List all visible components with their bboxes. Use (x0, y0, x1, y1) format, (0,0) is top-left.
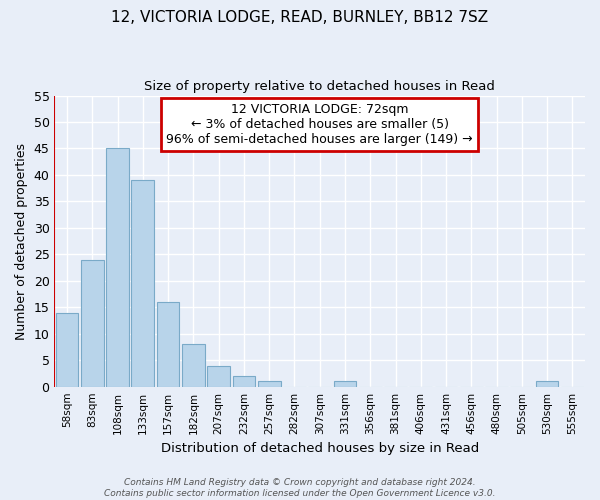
Text: 12, VICTORIA LODGE, READ, BURNLEY, BB12 7SZ: 12, VICTORIA LODGE, READ, BURNLEY, BB12 … (112, 10, 488, 25)
Bar (536, 382, 559, 386)
Title: Size of property relative to detached houses in Read: Size of property relative to detached ho… (144, 80, 495, 93)
Bar (233, 376, 255, 386)
Bar (207, 366, 230, 386)
Bar (81, 260, 104, 386)
Text: Contains HM Land Registry data © Crown copyright and database right 2024.
Contai: Contains HM Land Registry data © Crown c… (104, 478, 496, 498)
Bar (157, 302, 179, 386)
Bar (106, 148, 129, 386)
Y-axis label: Number of detached properties: Number of detached properties (15, 142, 28, 340)
Bar (258, 382, 281, 386)
X-axis label: Distribution of detached houses by size in Read: Distribution of detached houses by size … (161, 442, 479, 455)
Bar (182, 344, 205, 387)
Bar (56, 312, 79, 386)
Text: 12 VICTORIA LODGE: 72sqm
← 3% of detached houses are smaller (5)
96% of semi-det: 12 VICTORIA LODGE: 72sqm ← 3% of detache… (166, 103, 473, 146)
Bar (131, 180, 154, 386)
Bar (334, 382, 356, 386)
